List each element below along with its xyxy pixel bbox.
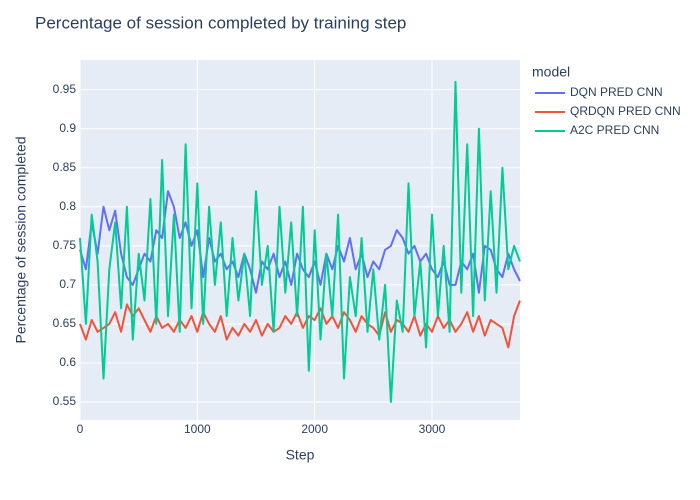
y-tick-label: 0.75 [53, 238, 77, 252]
x-tick-label: 1000 [184, 422, 211, 436]
labels: 0.55 0.6 0.65 0.7 0.75 0.8 0.85 0.9 0.95 0 1000 200… [53, 82, 446, 436]
y-tick-label: 0.85 [53, 160, 77, 174]
y-tick-label: 0.65 [53, 316, 77, 330]
legend: DQN PRED CNN QRDQN PRED CNN A2C PRED CNN [535, 85, 681, 137]
y-tick-label: 0.7 [59, 277, 76, 291]
lines [79, 80, 521, 403]
y-tick-label: 0.55 [53, 394, 77, 408]
y-axis-title: Percentage of session completed [13, 136, 29, 343]
series-line [79, 300, 521, 349]
x-tick-label: 2000 [301, 422, 328, 436]
y-tick-label: 0.8 [59, 199, 76, 213]
y-tick-label: 0.6 [59, 355, 76, 369]
legend-label: QRDQN PRED CNN [570, 104, 681, 118]
y-tick-label: 0.9 [59, 121, 76, 135]
x-tick-label: 3000 [419, 422, 446, 436]
x-axis-title: Step [286, 447, 315, 463]
legend-label: A2C PRED CNN [570, 123, 659, 137]
chart-title: Percentage of session completed by train… [35, 13, 406, 32]
x-tick-label: 0 [77, 422, 84, 436]
series-line [79, 80, 521, 403]
legend-label: DQN PRED CNN [570, 85, 663, 99]
y-tick-label: 0.95 [53, 82, 77, 96]
legend-title: model [532, 64, 570, 80]
